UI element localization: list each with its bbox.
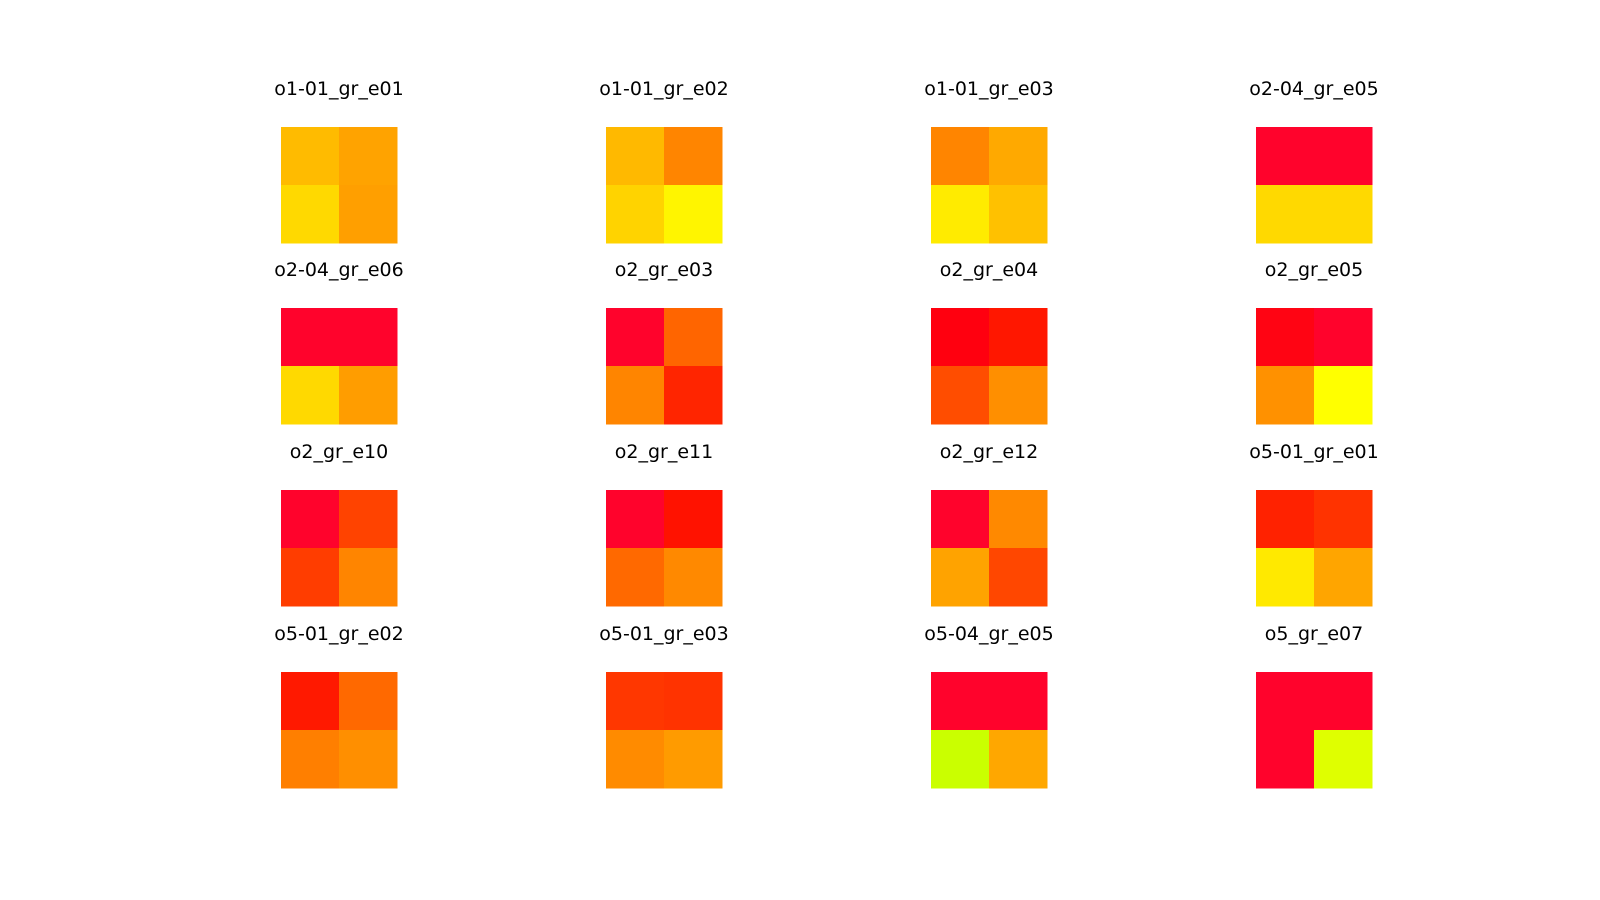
heatmap-cell [281,366,340,425]
heatmap-cell [1314,730,1373,789]
panel-title: o5-04_gr_e05 [924,623,1053,645]
heatmap-cell [606,490,665,549]
heatmap-cell [989,127,1048,186]
heatmap-cell [989,185,1048,244]
heatmap-cell [1256,730,1315,789]
heatmap-cell [339,366,398,425]
heatmap-cell [664,730,723,789]
heatmap-cell [281,548,340,607]
panel-title: o2_gr_e10 [290,441,388,463]
heatmap-cell [1256,490,1315,549]
heatmap-cell [339,490,398,549]
heatmap-cell [339,127,398,186]
heatmap-cell [1314,185,1373,244]
heatmap-panel: o2_gr_e10 [281,441,398,607]
heatmap-cell [1256,185,1315,244]
panel-title: o2_gr_e04 [940,259,1038,281]
heatmap-cell [281,308,340,367]
panel-title: o2_gr_e12 [940,441,1038,463]
heatmap-panel: o2_gr_e05 [1256,259,1373,425]
heatmap-cell [989,490,1048,549]
heatmap-panel: o5-01_gr_e03 [599,623,729,789]
heatmap-cell [989,548,1048,607]
heatmap-cell [281,730,340,789]
heatmap-cell [1314,127,1373,186]
heatmap-cell [664,366,723,425]
heatmap-panel: o5-04_gr_e05 [924,623,1054,789]
panel-title: o1-01_gr_e01 [274,78,403,100]
panel-title: o5-01_gr_e03 [599,623,728,645]
heatmap-cell [664,127,723,186]
heatmap-cell [1314,366,1373,425]
heatmap-cell [281,490,340,549]
heatmap-panel: o1-01_gr_e03 [924,78,1054,244]
heatmap-panel: o5-01_gr_e01 [1249,441,1379,607]
heatmap-cell [606,730,665,789]
heatmap-cell [339,730,398,789]
heatmap-cell [664,548,723,607]
panel-title: o2_gr_e11 [615,441,713,463]
panel-title: o5-01_gr_e02 [274,623,403,645]
heatmap-panel: o5-01_gr_e02 [274,623,404,789]
heatmap-cell [931,672,990,731]
heatmap-cell [989,730,1048,789]
heatmap-cell [931,185,990,244]
heatmap-cell [606,366,665,425]
heatmap-cell [1314,672,1373,731]
panel-title: o2-04_gr_e05 [1249,78,1378,100]
heatmap-panel: o2_gr_e11 [606,441,723,607]
panel-title: o5_gr_e07 [1265,623,1363,645]
heatmap-cell [989,672,1048,731]
panel-title: o2_gr_e05 [1265,259,1363,281]
heatmap-cell [664,672,723,731]
panel-grid: o1-01_gr_e01 o1-01_gr_e02 o1-01_gr_e03 o2-0… [274,78,1379,789]
heatmap-cell [339,672,398,731]
heatmap-panel: o2-04_gr_e06 [274,259,404,425]
heatmap-cell [989,366,1048,425]
heatmap-panel: o5_gr_e07 [1256,623,1373,789]
heatmap-panel: o2_gr_e03 [606,259,723,425]
heatmap-cell [1256,672,1315,731]
heatmap-panel: o2_gr_e04 [931,259,1048,425]
heatmap-cell [606,308,665,367]
heatmap-cell [1256,548,1315,607]
panel-title: o2_gr_e03 [615,259,713,281]
heatmap-cell [281,672,340,731]
heatmap-cell [931,127,990,186]
panel-title: o1-01_gr_e02 [599,78,728,100]
panel-title: o1-01_gr_e03 [924,78,1053,100]
heatmap-cell [606,672,665,731]
heatmap-cell [1256,308,1315,367]
heatmap-cell [1314,490,1373,549]
heatmap-cell [1314,548,1373,607]
heatmap-panel: o2-04_gr_e05 [1249,78,1379,244]
heatmap-panel: o1-01_gr_e02 [599,78,729,244]
heatmap-cell [606,185,665,244]
heatmap-cell [339,548,398,607]
heatmap-panel: o1-01_gr_e01 [274,78,404,244]
heatmap-cell [931,366,990,425]
heatmap-cell [931,490,990,549]
panel-title: o2-04_gr_e06 [274,259,403,281]
heatmap-cell [931,308,990,367]
heatmap-cell [1256,366,1315,425]
heatmap-cell [281,185,340,244]
heatmap-cell [1314,308,1373,367]
heatmap-cell [989,308,1048,367]
heatmap-cell [664,490,723,549]
heatmap-cell [931,548,990,607]
panel-title: o5-01_gr_e01 [1249,441,1378,463]
heatmap-cell [664,185,723,244]
heatmap-cell [606,127,665,186]
heatmap-cell [339,185,398,244]
heatmap-cell [339,308,398,367]
heatmap-cell [281,127,340,186]
heatmap-cell [931,730,990,789]
heatmap-cell [1256,127,1315,186]
heatmap-cell [606,548,665,607]
heatmap-panel: o2_gr_e12 [931,441,1048,607]
heatmap-cell [664,308,723,367]
